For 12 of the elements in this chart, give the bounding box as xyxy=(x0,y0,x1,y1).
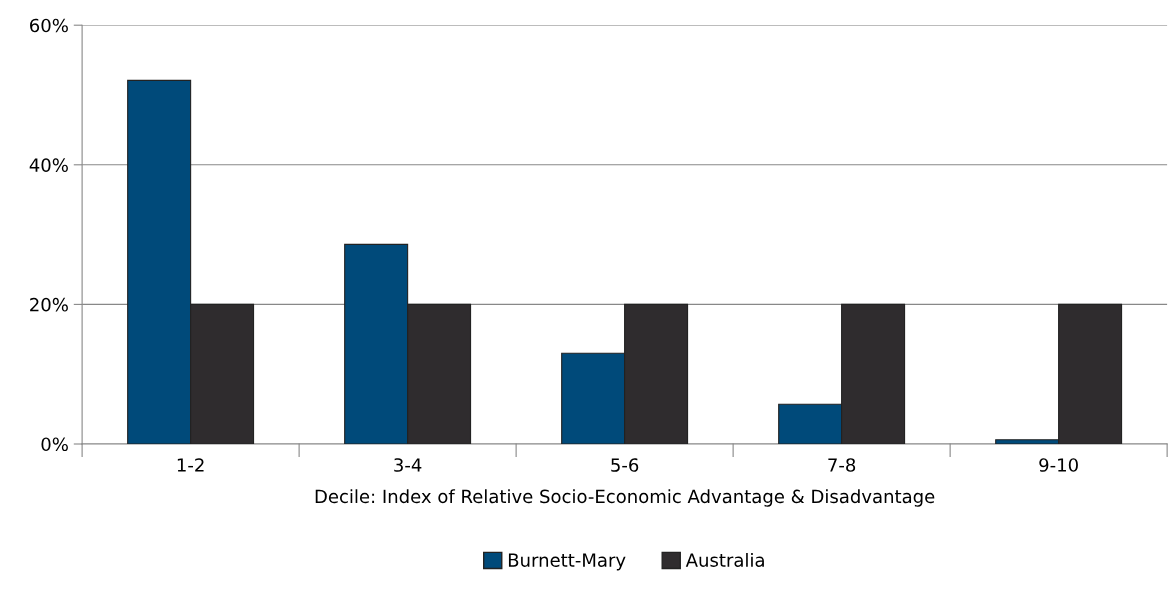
x-tick-label: 9-10 xyxy=(1039,458,1078,472)
legend-label: Burnett-Mary xyxy=(508,553,626,571)
x-tick-label: 1-2 xyxy=(177,458,204,472)
legend-label: Australia xyxy=(685,552,764,567)
y-tick-label: 60% xyxy=(30,18,68,33)
x-axis-title: Decile: Index of Relative Socio-Economic Advantage & Disadvantage xyxy=(315,489,935,507)
x-tick-label: 5-6 xyxy=(611,458,639,472)
x-tick-label: 3-4 xyxy=(394,458,422,472)
y-tick-label: 20% xyxy=(30,297,68,312)
x-tick-label: 7-8 xyxy=(828,458,856,472)
y-tick-label: 0% xyxy=(41,437,68,452)
y-tick-label: 40% xyxy=(29,158,68,172)
